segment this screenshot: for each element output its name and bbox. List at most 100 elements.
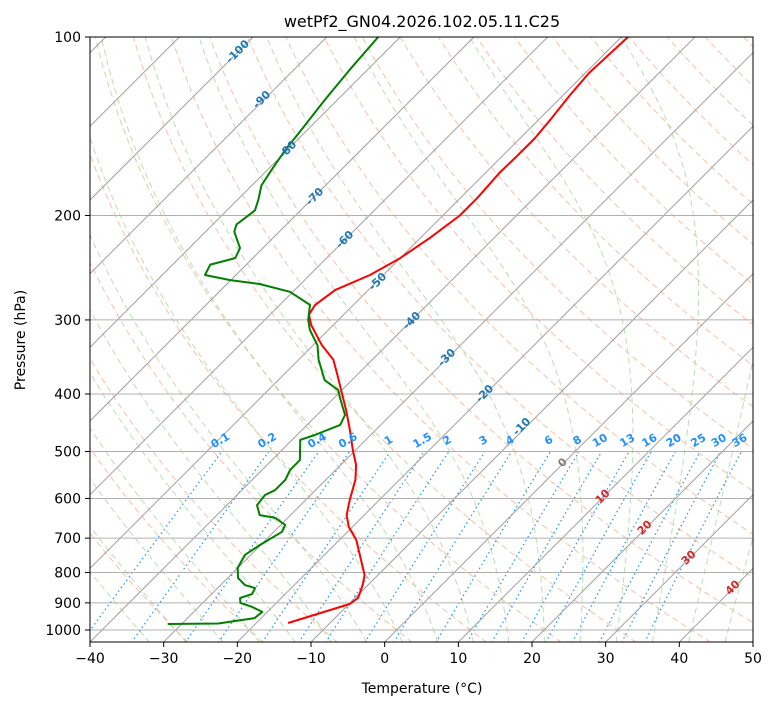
y-axis: 100 200 300 400 500 600 700 800 900 1000: [45, 30, 90, 639]
background-lines: [90, 37, 753, 642]
temperature-profile-line: [287, 37, 629, 624]
dry-adiabat-line: [437, 37, 753, 367]
mixing-ratio-label: 16: [640, 431, 660, 450]
x-tick-label: 50: [744, 651, 762, 667]
y-tick-label: 700: [54, 531, 81, 547]
isotherm-label: -10: [510, 415, 533, 438]
dry-adiabat-line: [90, 357, 338, 642]
mixing-ratio-line: [435, 451, 552, 642]
moist-adiabat-line: [198, 37, 510, 642]
isotherm-line: [90, 37, 254, 201]
dry-adiabat-line: [94, 37, 562, 642]
mixing-ratio-line: [491, 451, 603, 642]
mixing-ratio-label: 36: [730, 431, 750, 450]
mixing-ratio-label: 2: [441, 433, 454, 448]
moist-adiabat-line: [620, 37, 700, 642]
moist-adiabat-line: [469, 37, 634, 642]
dry-adiabat-line: [90, 152, 488, 642]
x-tick-label: −40: [75, 651, 105, 667]
x-axis-label: Temperature (°C): [361, 681, 483, 697]
mixing-ratio-label: 30: [709, 431, 729, 450]
isotherm-label: 20: [635, 517, 655, 537]
isotherm-line: [752, 641, 753, 642]
isotherm-line: [90, 37, 475, 422]
mixing-ratio-line: [90, 451, 223, 632]
mixing-ratio-label: 13: [617, 431, 637, 450]
mixing-ratio-line: [598, 451, 701, 642]
moist-adiabat-line: [100, 37, 439, 642]
dry-adiabat-line: [323, 37, 753, 492]
mixing-ratio-line: [571, 451, 677, 642]
x-tick-label: 10: [449, 651, 467, 667]
moist-adiabat-line: [90, 525, 187, 642]
moist-adiabat-line: [90, 233, 368, 642]
dry-adiabat-line: [666, 37, 753, 127]
y-tick-label: 600: [54, 491, 81, 507]
mixing-ratio-label: 8: [571, 433, 584, 448]
isotherm-line: [531, 420, 753, 642]
x-tick-label: −20: [223, 651, 253, 667]
moist-adiabat-line: [90, 570, 151, 642]
mixing-ratio-line: [325, 451, 450, 642]
isotherm-line: [310, 199, 753, 642]
isotherm-label: -90: [250, 88, 273, 111]
mixing-ratio-line: [261, 451, 391, 642]
mixing-ratio-label: 3: [477, 433, 490, 448]
dry-adiabat-line: [90, 447, 264, 642]
mixing-ratio-line: [218, 451, 351, 642]
y-tick-label: 300: [54, 313, 81, 329]
dry-adiabat-line: [590, 37, 753, 205]
isotherm-line: [383, 272, 753, 642]
dry-adiabat-line: [704, 37, 753, 87]
mixing-ratio-line: [466, 451, 580, 642]
y-tick-label: 200: [54, 209, 81, 225]
isotherm-line: [457, 346, 753, 642]
y-tick-label: 1000: [45, 623, 81, 639]
mixing-ratio-label: 1.5: [411, 430, 434, 451]
isotherm-line: [90, 37, 549, 496]
moist-adiabat-line: [353, 37, 584, 642]
moist-adiabat-line: [90, 477, 224, 642]
mixing-ratio-line: [644, 451, 742, 642]
isotherm-line: [604, 493, 753, 642]
isotherm-line: [236, 125, 753, 642]
y-axis-label: Pressure (hPa): [13, 290, 29, 390]
y-tick-label: 100: [54, 30, 81, 46]
isotherm-line: [90, 37, 401, 349]
mixing-ratio-label: 1: [382, 433, 395, 448]
mixing-ratio-label: 0.2: [255, 430, 278, 451]
isotherm-line: [90, 37, 328, 275]
isotherm-label: -50: [366, 270, 389, 293]
moist-adiabat-line: [90, 308, 332, 642]
mixing-ratio-label: 6: [542, 433, 555, 448]
dry-adiabat-line: [514, 37, 753, 285]
y-tick-label: 900: [54, 596, 81, 612]
moist-adiabat-line: [724, 535, 753, 642]
dewpoint-profile-line: [167, 37, 379, 625]
dry-adiabat-line: [247, 37, 753, 579]
isotherm-label: -30: [435, 346, 458, 369]
mixing-ratio-label: 0.1: [209, 430, 232, 451]
isotherm-line: [90, 37, 696, 642]
x-tick-label: 30: [597, 651, 615, 667]
moist-adiabat-line: [90, 427, 260, 642]
moist-adiabat-line: [688, 357, 753, 642]
profile-curves: [167, 37, 629, 625]
y-tick-label: 800: [54, 566, 81, 582]
moist-adiabat-line: [90, 371, 296, 642]
dry-adiabat-line: [743, 37, 753, 48]
isotherm-label: 10: [593, 486, 613, 506]
mixing-ratio-label: 0.4: [305, 430, 329, 451]
mixing-ratio-line: [298, 451, 425, 642]
isotherm-label: 30: [679, 547, 699, 567]
dry-adiabat-line: [552, 37, 753, 245]
moist-adiabat-line: [90, 135, 403, 642]
moist-adiabat-line: [144, 37, 474, 642]
dry-adiabat-line: [90, 261, 413, 642]
isotherm-line: [162, 51, 753, 642]
dry-adiabat-line: [171, 37, 712, 642]
moist-adiabat-line: [266, 37, 545, 642]
x-tick-label: −30: [149, 651, 179, 667]
x-tick-label: 40: [670, 651, 688, 667]
